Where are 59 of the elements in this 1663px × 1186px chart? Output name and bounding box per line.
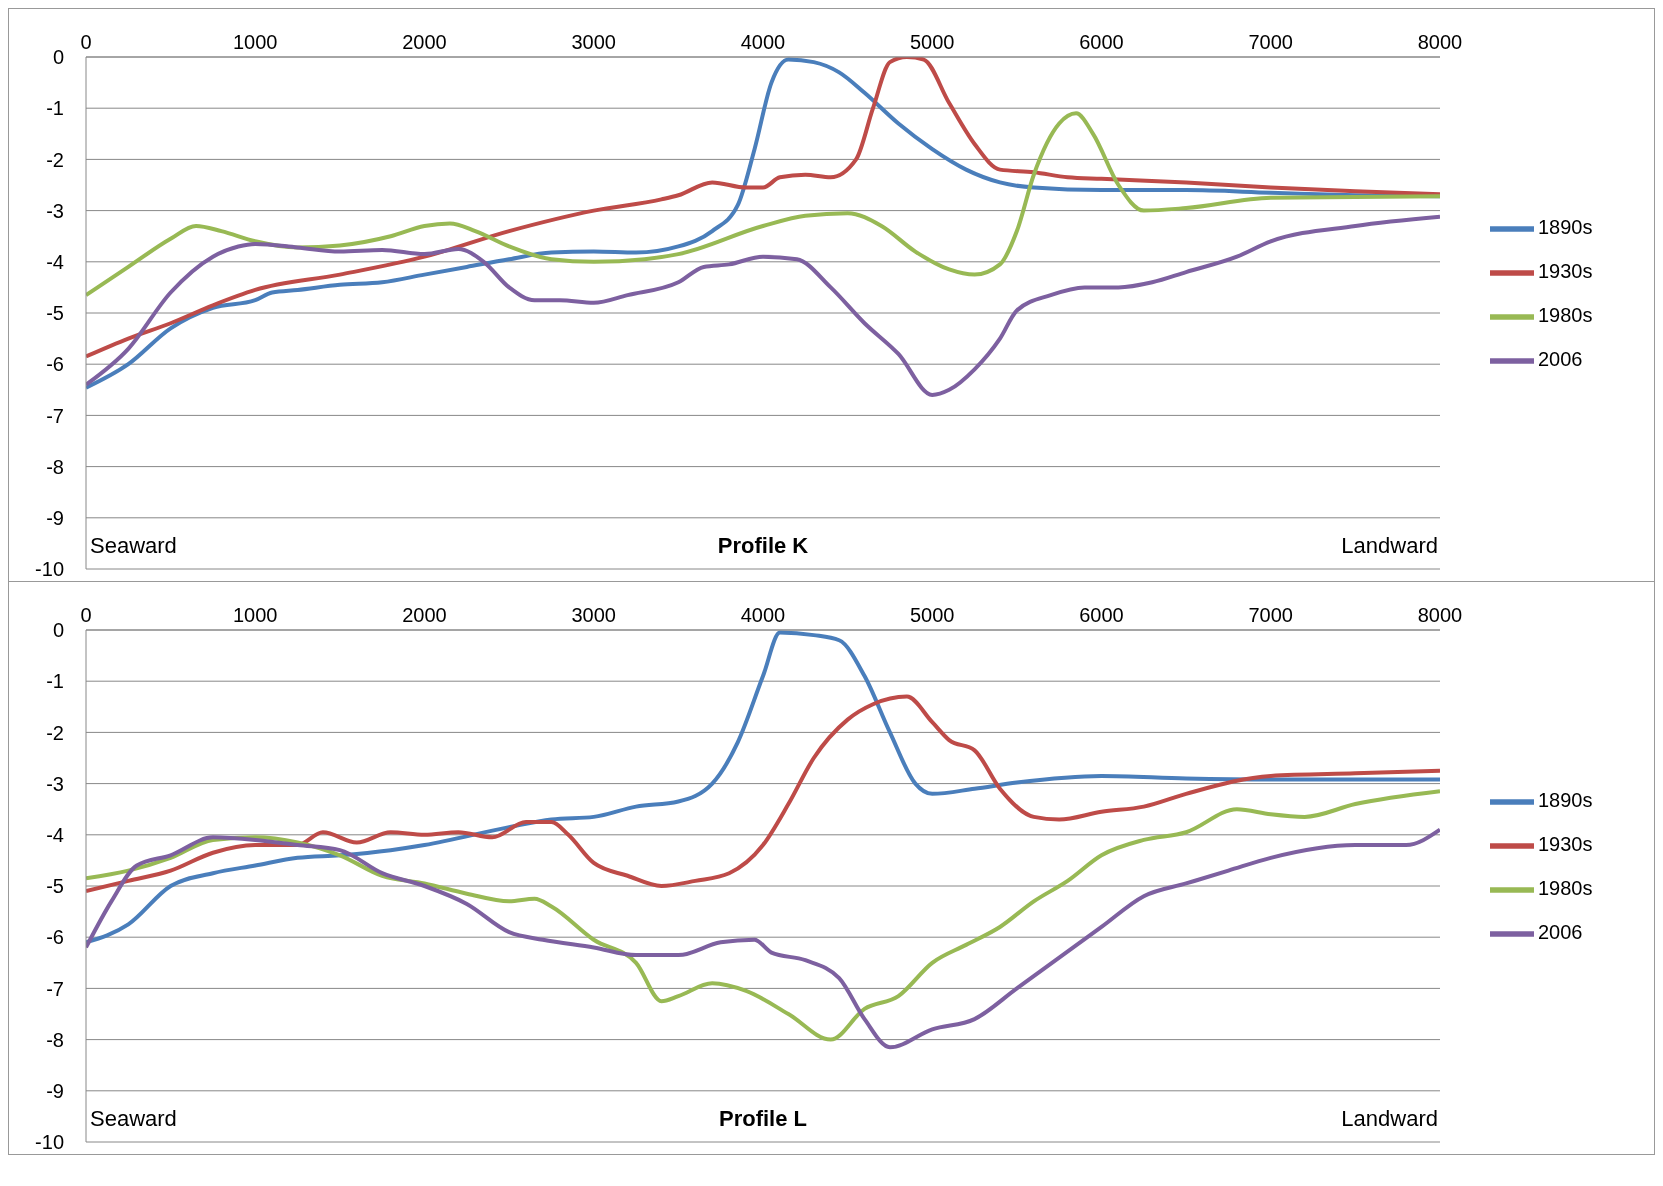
y-tick-label: -5	[46, 875, 64, 898]
line-series	[86, 789, 1440, 1042]
y-tick-label: -2	[46, 721, 64, 744]
y-tick-label: -4	[46, 823, 64, 846]
annotation: Seaward	[90, 533, 177, 559]
y-tick-label: -3	[46, 199, 64, 222]
x-tick-label: 6000	[1079, 604, 1124, 626]
annotation: Landward	[1341, 1106, 1438, 1132]
y-tick-label: -7	[46, 977, 64, 1000]
y-tick-label: -10	[35, 558, 64, 581]
y-tick-label: -8	[46, 1028, 64, 1051]
x-tick-label: 4000	[740, 604, 786, 626]
y-tick-label: -1	[46, 670, 64, 693]
y-tick-label: -5	[46, 302, 64, 325]
x-tick-label: 0	[80, 31, 92, 53]
x-tick-label: 1000	[233, 604, 278, 626]
legend-label: 1930s	[1538, 260, 1593, 283]
y-tick-label: -2	[46, 148, 64, 171]
text: Profile L	[718, 1106, 807, 1131]
x-tick-label: 2000	[402, 604, 447, 626]
y-tick-label: -9	[46, 506, 64, 529]
y-tick-label: -1	[46, 97, 64, 120]
x-tick-label: 8000	[1417, 604, 1463, 626]
legend-label: 1890s	[1538, 216, 1593, 239]
y-tick-label: -6	[46, 353, 64, 376]
x-tick-label: 6000	[1079, 31, 1124, 53]
x-tick-label: 7000	[1248, 31, 1293, 53]
x-tick-label: 5000	[910, 604, 955, 626]
line-series	[86, 214, 1440, 397]
legend-label: 1930s	[1538, 833, 1593, 856]
x-tick-label: 0	[80, 604, 92, 626]
y-tick-label: -9	[46, 1079, 64, 1102]
line-series	[86, 111, 1440, 298]
y-tick-label: -6	[46, 926, 64, 949]
x-tick-label: 3000	[571, 604, 616, 626]
text: Profile K	[717, 533, 809, 558]
y-tick-label: 0	[52, 619, 64, 642]
x-tick-label: 7000	[1248, 604, 1293, 626]
legend-label: 2006	[1538, 921, 1583, 944]
y-tick-label: -4	[46, 250, 64, 273]
x-tick-label: 1000	[233, 31, 278, 53]
x-tick-label: 3000	[571, 31, 616, 53]
x-tick-label: 8000	[1417, 31, 1463, 53]
y-tick-label: 0	[52, 46, 64, 69]
x-tick-label: 5000	[910, 31, 955, 53]
legend-label: 1980s	[1538, 304, 1593, 327]
y-tick-label: -8	[46, 455, 64, 478]
line-series	[86, 694, 1440, 894]
annotation: Landward	[1341, 533, 1438, 559]
y-tick-label: -10	[35, 1131, 64, 1154]
x-tick-label: 4000	[740, 31, 786, 53]
line-series	[86, 827, 1440, 1050]
y-tick-label: -3	[46, 772, 64, 795]
y-tick-label: -7	[46, 404, 64, 427]
legend-label: 1890s	[1538, 789, 1593, 812]
legend-label: 2006	[1538, 348, 1583, 371]
annotation: Seaward	[90, 1106, 177, 1132]
x-tick-label: 2000	[402, 31, 447, 53]
legend-label: 1980s	[1538, 877, 1593, 900]
